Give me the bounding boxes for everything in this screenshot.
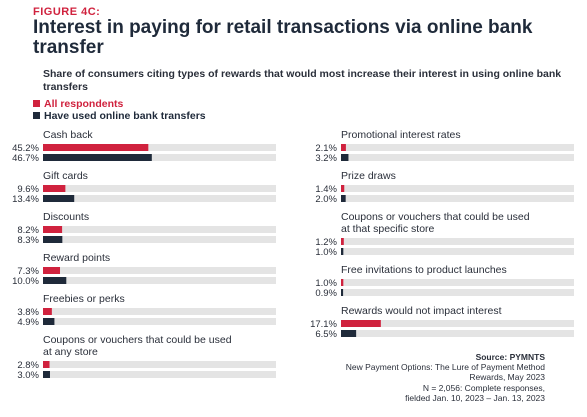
category-label: Free invitations to product launches [341,264,507,276]
bar [43,361,50,368]
legend-label-used-online-transfers: Have used online bank transfers [44,110,206,122]
category-label: Coupons or vouchers that could be used [43,334,232,346]
category-label: at any store [43,346,98,358]
value-label: 2.0% [315,194,337,205]
bar-track [341,320,574,327]
bar [341,279,344,286]
value-label: 8.2% [17,225,39,236]
bar-track [341,144,574,151]
chart-title: Interest in paying for retail transactio… [33,17,533,58]
chart-subtitle: Share of consumers citing types of rewar… [43,68,562,93]
bar-track [341,279,574,286]
bar [341,144,346,151]
category-label: Prize draws [341,170,396,182]
bar-track [341,289,574,296]
value-label: 2.8% [17,360,39,371]
bar-track [341,248,574,255]
value-label: 1.0% [315,247,337,258]
value-label: 3.8% [17,307,39,318]
bar [43,308,52,315]
bar [43,144,149,151]
bar [43,277,67,284]
value-label: 1.4% [315,184,337,195]
bar [43,267,61,274]
bar [341,185,345,192]
legend-item-used-online-transfers: Have used online bank transfers [33,110,206,122]
bar-track [43,195,276,202]
value-label: 13.4% [12,194,39,205]
source-line: N = 2,056: Complete responses, [422,382,545,393]
bar [43,236,63,243]
value-label: 9.6% [17,184,39,195]
category-label: Coupons or vouchers that could be used [341,211,530,223]
source-line: New Payment Options: The Lure of Payment… [345,362,545,373]
category-label: Cash back [43,129,93,141]
bar [43,371,50,378]
category-label: Discounts [43,211,89,223]
source-label: Source: PYMNTS [475,352,545,362]
value-label: 3.2% [315,153,337,164]
category-label: Reward points [43,252,110,264]
bar-track [341,195,574,202]
bar [43,226,63,233]
source-line: Rewards, May 2023 [469,372,545,383]
bar [341,320,381,327]
value-label: 6.5% [315,329,337,340]
bar [43,195,75,202]
category-label: Rewards would not impact interest [341,305,502,317]
legend-swatch-used-online-transfers [33,112,40,119]
value-label: 45.2% [12,143,39,154]
bar-track [341,330,574,337]
value-label: 7.3% [17,266,39,277]
value-label: 2.1% [315,143,337,154]
bar-track [43,185,276,192]
value-label: 4.9% [17,317,39,328]
bar [341,195,346,202]
bar [43,154,152,161]
bar [341,248,344,255]
value-label: 1.2% [315,237,337,248]
source-line: fielded Jan. 10, 2023 – Jan. 13, 2023 [405,392,545,403]
source-note: Source: PYMNTS New Payment Options: The … [305,352,545,403]
bar-track [43,318,276,325]
figure-label: FIGURE 4C: [33,6,101,18]
value-label: 17.1% [310,319,337,330]
bar [43,318,55,325]
bar [341,289,344,296]
bar-track [43,236,276,243]
value-label: 1.0% [315,278,337,289]
category-label: at that specific store [341,223,435,235]
bar [341,330,357,337]
value-label: 10.0% [12,276,39,287]
bar-track [43,361,276,368]
value-label: 0.9% [315,288,337,299]
bar-track [43,154,276,161]
bar [341,154,349,161]
bar-track [43,226,276,233]
bar-track [341,185,574,192]
category-label: Gift cards [43,170,88,182]
bar-track [43,308,276,315]
bar [341,238,344,245]
bar-track [341,238,574,245]
category-label: Promotional interest rates [341,129,461,141]
bar-track [43,277,276,284]
legend-label-all-respondents: All respondents [44,98,124,110]
bar-track [43,144,276,151]
bar [43,185,66,192]
value-label: 46.7% [12,153,39,164]
legend-swatch-all-respondents [33,100,40,107]
bar-track [43,371,276,378]
value-label: 3.0% [17,370,39,381]
legend-item-all-respondents: All respondents [33,98,123,110]
bar-track [43,267,276,274]
bar-track [341,154,574,161]
category-label: Freebies or perks [43,293,125,305]
value-label: 8.3% [17,235,39,246]
